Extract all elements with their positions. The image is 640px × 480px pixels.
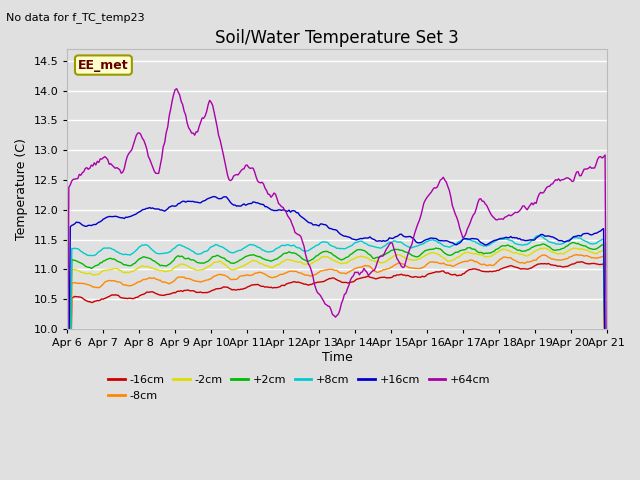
-8cm bbox=[603, 476, 611, 480]
+8cm bbox=[603, 465, 611, 471]
+16cm bbox=[79, 222, 86, 228]
+64cm bbox=[390, 246, 397, 252]
-16cm bbox=[537, 261, 545, 266]
+8cm bbox=[79, 249, 86, 255]
-8cm bbox=[401, 262, 408, 267]
+2cm bbox=[401, 249, 408, 254]
-8cm bbox=[371, 268, 378, 274]
+64cm bbox=[538, 190, 546, 196]
Line: +16cm: +16cm bbox=[67, 196, 607, 480]
+16cm bbox=[538, 231, 546, 237]
+2cm bbox=[570, 240, 577, 245]
-16cm bbox=[164, 291, 172, 297]
+2cm bbox=[164, 262, 172, 268]
+64cm bbox=[79, 170, 86, 176]
Text: No data for f_TC_temp23: No data for f_TC_temp23 bbox=[6, 12, 145, 23]
-8cm bbox=[388, 264, 396, 270]
+8cm bbox=[538, 234, 546, 240]
+16cm bbox=[402, 234, 410, 240]
Line: +8cm: +8cm bbox=[67, 236, 607, 480]
+8cm bbox=[401, 242, 408, 248]
Line: -8cm: -8cm bbox=[67, 254, 607, 480]
X-axis label: Time: Time bbox=[321, 351, 353, 364]
-2cm bbox=[537, 245, 545, 251]
+64cm bbox=[372, 264, 380, 270]
-2cm bbox=[401, 254, 408, 260]
Line: +64cm: +64cm bbox=[67, 89, 607, 434]
+16cm bbox=[164, 206, 172, 212]
+64cm bbox=[173, 86, 180, 92]
-16cm bbox=[79, 295, 86, 301]
+2cm bbox=[371, 256, 378, 262]
Legend: -16cm, -8cm, -2cm, +2cm, +8cm, +16cm, +64cm: -16cm, -8cm, -2cm, +2cm, +8cm, +16cm, +6… bbox=[104, 371, 495, 405]
+8cm bbox=[164, 250, 172, 256]
-2cm bbox=[371, 258, 378, 264]
-16cm bbox=[577, 259, 585, 264]
-16cm bbox=[388, 274, 396, 280]
-2cm bbox=[603, 471, 611, 477]
-2cm bbox=[164, 268, 172, 274]
+16cm bbox=[390, 235, 397, 241]
+2cm bbox=[388, 247, 396, 253]
+8cm bbox=[371, 244, 378, 250]
Text: EE_met: EE_met bbox=[78, 59, 129, 72]
+16cm bbox=[372, 238, 380, 244]
+8cm bbox=[388, 239, 396, 245]
+2cm bbox=[79, 261, 86, 267]
+64cm bbox=[164, 124, 172, 130]
-2cm bbox=[388, 254, 396, 260]
+64cm bbox=[603, 409, 611, 415]
+64cm bbox=[402, 258, 410, 264]
-2cm bbox=[570, 245, 577, 251]
-16cm bbox=[371, 276, 378, 281]
-8cm bbox=[573, 252, 580, 257]
+64cm bbox=[63, 432, 71, 437]
-8cm bbox=[537, 253, 545, 259]
-8cm bbox=[79, 281, 86, 287]
-8cm bbox=[164, 280, 172, 286]
Y-axis label: Temperature (C): Temperature (C) bbox=[15, 138, 28, 240]
+2cm bbox=[603, 468, 611, 474]
Line: -2cm: -2cm bbox=[67, 248, 607, 480]
+8cm bbox=[534, 233, 541, 239]
-2cm bbox=[79, 270, 86, 276]
-16cm bbox=[401, 272, 408, 278]
+16cm bbox=[211, 193, 218, 199]
Line: +2cm: +2cm bbox=[67, 242, 607, 480]
Line: -16cm: -16cm bbox=[67, 262, 607, 480]
Title: Soil/Water Temperature Set 3: Soil/Water Temperature Set 3 bbox=[215, 29, 459, 48]
+2cm bbox=[537, 242, 545, 248]
